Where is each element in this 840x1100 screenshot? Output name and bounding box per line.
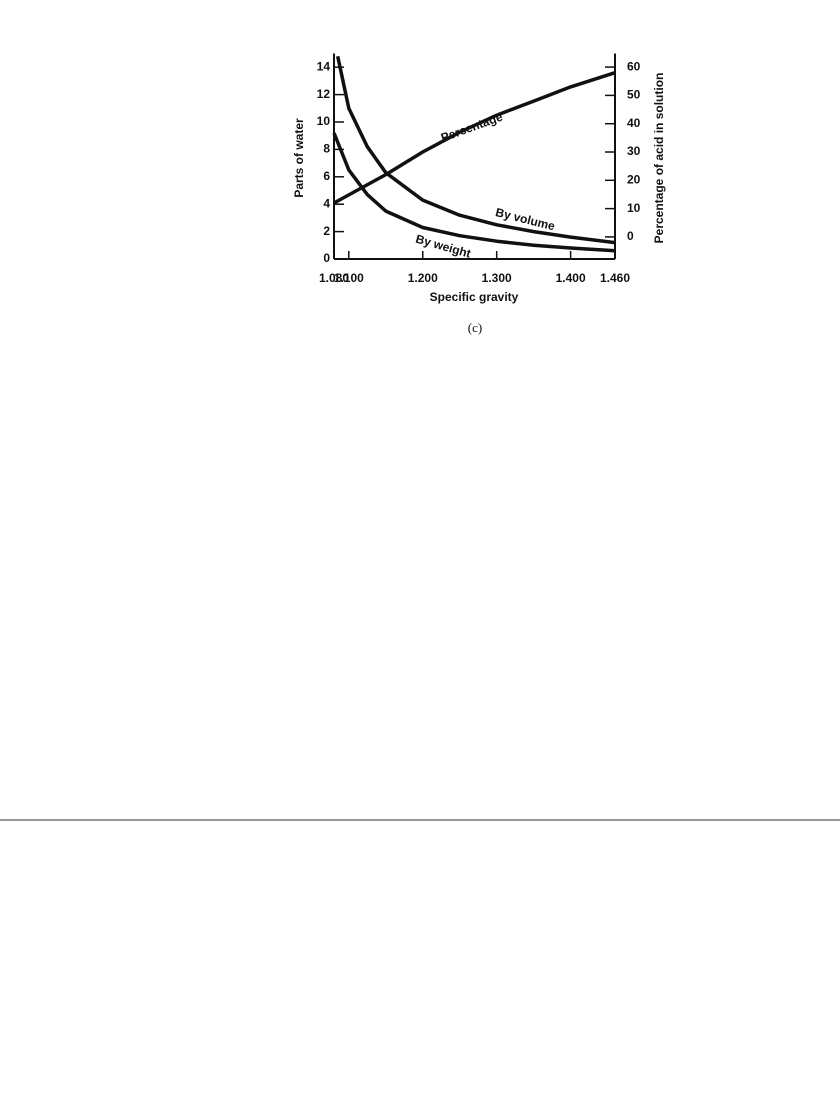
x-axis-label: Specific gravity bbox=[430, 290, 519, 304]
x-tick-label: 1.400 bbox=[556, 271, 586, 285]
y2-axis-label: Percentage of acid in solution bbox=[652, 73, 666, 244]
y2-tick-label: 40 bbox=[627, 116, 641, 130]
y2-tick-label: 50 bbox=[627, 88, 641, 102]
caption: (c) bbox=[468, 320, 482, 335]
x-tick-label: 1.080 bbox=[319, 271, 349, 285]
series-line bbox=[333, 71, 616, 205]
y-tick-label: 10 bbox=[317, 114, 331, 128]
series-line bbox=[335, 55, 616, 245]
y-tick-label: 8 bbox=[323, 142, 330, 156]
y2-tick-label: 0 bbox=[627, 229, 634, 243]
y2-tick-label: 30 bbox=[627, 144, 641, 158]
x-tick-label: 1.460 bbox=[600, 271, 630, 285]
y-tick-label: 2 bbox=[323, 224, 330, 238]
x-tick-label: 1.300 bbox=[482, 271, 512, 285]
series-line bbox=[332, 132, 616, 253]
y-tick-label: 14 bbox=[317, 59, 331, 73]
y2-tick-label: 10 bbox=[627, 201, 641, 215]
y-tick-label: 0 bbox=[323, 251, 330, 265]
x-tick-label: 1.200 bbox=[408, 271, 438, 285]
series-label: Percentage bbox=[439, 109, 505, 144]
y-tick-label: 6 bbox=[323, 169, 330, 183]
y-tick-label: 4 bbox=[323, 196, 330, 210]
y2-tick-label: 60 bbox=[627, 59, 641, 73]
y-axis-label: Parts of water bbox=[292, 118, 306, 198]
y-tick-label: 12 bbox=[317, 87, 331, 101]
x-tick-label: 1.100 bbox=[334, 271, 364, 285]
y2-tick-label: 20 bbox=[627, 172, 641, 186]
